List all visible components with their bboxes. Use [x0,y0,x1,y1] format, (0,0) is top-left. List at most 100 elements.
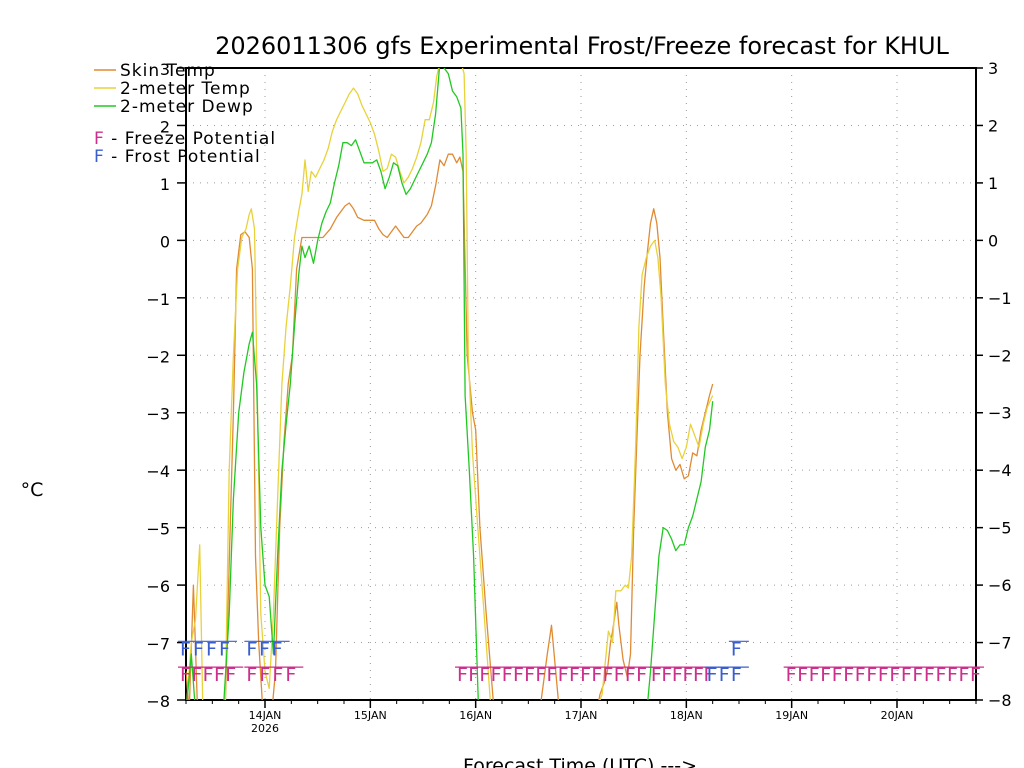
y-tick-label-left: −1 [146,290,170,309]
freeze-marker: F [661,664,672,686]
freeze-marker: F [924,664,935,686]
y-tick-label-right: 2 [988,116,998,135]
freeze-marker: F [502,664,513,686]
freeze-marker: F [625,664,636,686]
freeze-marker: F [866,664,877,686]
frost-marker: F [206,638,217,660]
freeze-marker: F [547,664,558,686]
y-tick-label-right: 3 [988,59,998,78]
freeze-marker: F [912,664,923,686]
frost-marker: F [219,638,230,660]
series-line-skin-temp [186,153,714,700]
freeze-marker: F [225,664,236,686]
freeze-marker: F [457,664,468,686]
freeze-marker: F [191,664,202,686]
x-tick-label: 15JAN [354,709,387,722]
series-layer [186,68,714,700]
y-tick-label-right: 0 [988,231,998,250]
frost-marker: F [193,638,204,660]
legend-label: 2-meter Dewp [120,97,254,117]
freeze-marker: F [636,664,647,686]
x-tick-label: 20JAN [881,709,914,722]
potential-legend-item: F - Frost Potential [94,147,261,167]
freeze-marker: F [704,664,715,686]
freeze-marker: F [947,664,958,686]
freeze-marker: F [203,664,214,686]
freeze-marker: F [285,664,296,686]
x-axis-label: Forecast Time (UTC) ---> [463,755,697,768]
y-tick-label-right: −5 [988,519,1012,538]
y-tick-label-right: −2 [988,346,1012,365]
freeze-marker: F [614,664,625,686]
x-tick-label: 17JAN [565,709,598,722]
freeze-marker: F [580,664,591,686]
y-axis-left: −8 −7 −6 −5 −4 −3 −2 −1 0 1 2 3 [146,60,186,711]
y-tick-label-left: 2 [160,117,170,136]
freeze-marker: F [180,664,191,686]
y-tick-label-left: −4 [146,462,170,481]
x-tick-label: 14JAN [249,709,282,722]
potential-legend-text: - Frost Potential [105,147,261,167]
frost-marker: F [272,638,283,660]
freeze-marker: F [797,664,808,686]
y-tick-label-left: −2 [146,347,170,366]
gridlines [186,68,976,700]
freeze-marker: F [272,664,283,686]
y-tick-label-right: 1 [988,174,998,193]
potential-legend-text: - Freeze Potential [105,129,276,149]
freeze-marker: F [259,664,270,686]
y-tick-label-left: −5 [146,520,170,539]
frost-marker: F [731,664,742,686]
frost-marker: F [707,664,718,686]
freeze-marker: F [591,664,602,686]
freeze-marker: F [672,664,683,686]
y-tick-label-left: −3 [146,405,170,424]
freeze-marker: F [693,664,704,686]
y-tick-label-right: −8 [988,691,1012,710]
freeze-marker: F [832,664,843,686]
y-tick-label-left: −7 [146,635,170,654]
freeze-marker: F [535,664,546,686]
freeze-marker: F [843,664,854,686]
frost-marker: F [259,638,270,660]
frost-marker: F [719,664,730,686]
potential-legend-symbol: F [94,129,105,149]
freeze-marker: F [889,664,900,686]
frost-marker: F [246,638,257,660]
freeze-marker: F [558,664,569,686]
y-tick-label-left: 1 [160,175,170,194]
y-tick-label-right: −6 [988,576,1012,595]
freeze-marker: F [651,664,662,686]
potential-legend-symbol: F [94,147,105,167]
y-tick-label-right: −1 [988,289,1012,308]
freeze-marker: F [682,664,693,686]
freeze-marker: F [809,664,820,686]
freeze-marker: F [970,664,981,686]
x-tick-label: 19JAN [775,709,808,722]
freeze-marker: F [246,664,257,686]
freeze-marker: F [214,664,225,686]
freeze-marker: F [468,664,479,686]
legend-label: 2-meter Temp [120,79,251,99]
freeze-marker: F [935,664,946,686]
y-axis-label: °C [21,479,44,501]
x-tick-label: 16JAN [459,709,492,722]
freeze-marker: F [855,664,866,686]
freeze-marker: F [569,664,580,686]
freeze-marker: F [820,664,831,686]
y-tick-label-right: −4 [988,461,1012,480]
y-tick-label-right: −7 [988,634,1012,653]
y-tick-label-left: −6 [146,577,170,596]
frost-marker: F [180,638,191,660]
series-line-2-meter-dewp [186,68,714,700]
y-tick-label-left: 3 [160,60,170,79]
freeze-marker: F [786,664,797,686]
x-tick-label: 18JAN [670,709,703,722]
freeze-marker: F [479,664,490,686]
freeze-marker: F [524,664,535,686]
legend-label: Skin Temp [120,61,216,81]
frost-freeze-markers: F F F F F F F FF F F F F F F F F F F F F F F F F F F F F F F F F F F F F F F F… [178,638,984,686]
frost-marker: F [731,638,742,660]
freeze-marker: F [491,664,502,686]
